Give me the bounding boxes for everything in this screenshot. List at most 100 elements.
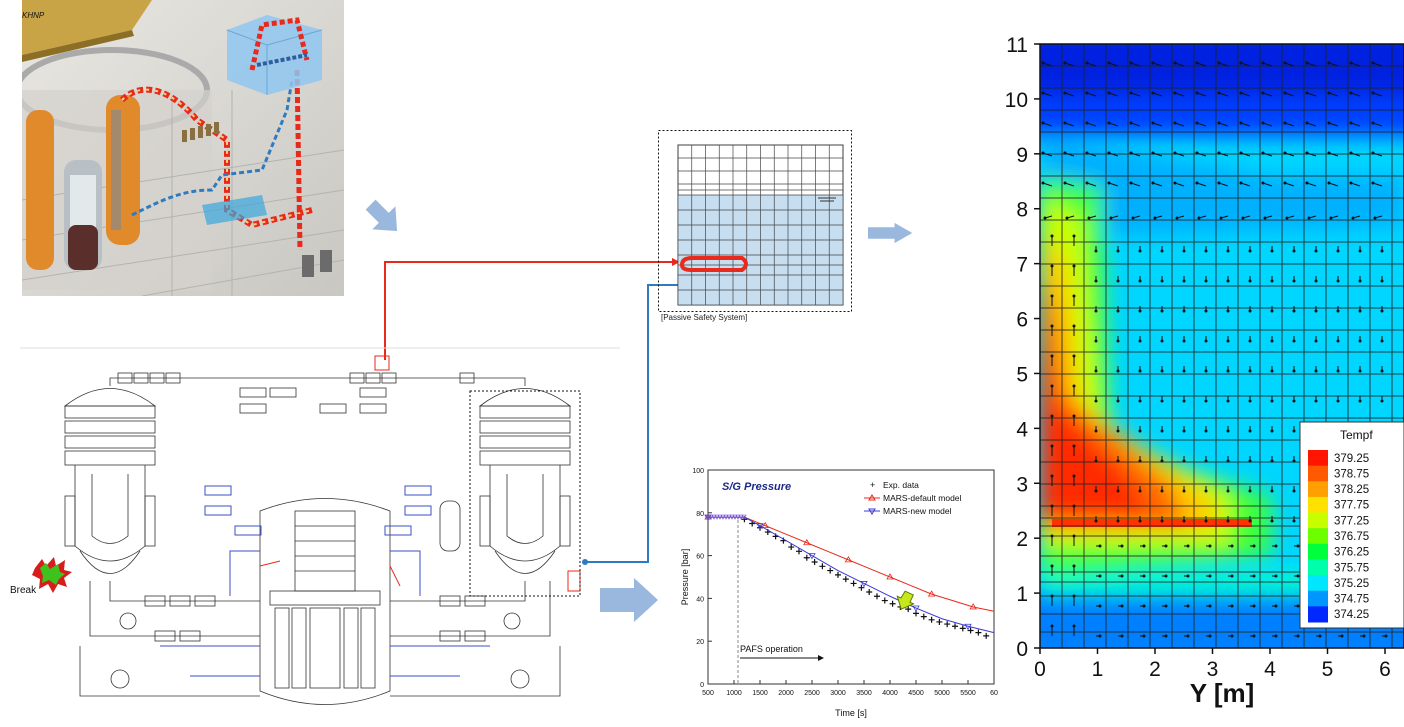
velocity-vector — [1196, 92, 1207, 97]
pafs-annotation: PAFS operation — [740, 644, 803, 654]
x-tick-label: 500 — [702, 690, 714, 697]
series-marker — [705, 514, 711, 520]
velocity-vector — [1372, 182, 1383, 187]
exp-data-point — [803, 554, 810, 561]
velocity-vector — [1240, 182, 1251, 187]
velocity-vector — [1196, 182, 1207, 187]
svg-text:+: + — [870, 480, 875, 490]
velocity-vector — [1306, 152, 1317, 157]
velocity-vector — [1372, 122, 1383, 127]
sg-pressure-chart: 500 1000 1500 2000 2500 3000 3500 4000 4500 5000 5… — [678, 462, 998, 722]
contour-x-tick: 5 — [1322, 658, 1334, 681]
series-marker — [803, 538, 811, 546]
exp-data-point — [819, 563, 826, 570]
velocity-vector — [1152, 152, 1163, 157]
arrow-down-right-icon — [365, 199, 398, 232]
exp-data-point — [928, 616, 935, 623]
x-axis-label: Time [s] — [835, 708, 867, 718]
velocity-vector — [1196, 152, 1207, 157]
arrow-right-icon — [600, 578, 658, 622]
contour-y-tick: 8 — [1016, 199, 1028, 222]
x-tick-label: 4000 — [882, 690, 898, 697]
exp-data-point — [959, 625, 966, 632]
exp-data-point — [967, 627, 974, 634]
exp-data-point — [975, 629, 982, 636]
contour-y-tick: 11 — [1006, 34, 1028, 57]
velocity-vector — [1284, 152, 1295, 157]
y-tick-label: 40 — [696, 596, 704, 603]
legend-swatch — [1308, 528, 1328, 545]
velocity-vector — [1064, 92, 1075, 97]
velocity-vector — [1306, 182, 1317, 187]
x-tick-label: 5000 — [934, 690, 950, 697]
velocity-vector — [1240, 92, 1251, 97]
series-marker — [729, 514, 735, 520]
velocity-vector — [1240, 122, 1251, 127]
x-tick-label: 2500 — [804, 690, 820, 697]
velocity-vector — [1064, 182, 1075, 187]
x-tick-label: 3000 — [830, 690, 846, 697]
velocity-vector — [1262, 122, 1273, 127]
exp-data-point — [905, 606, 912, 613]
velocity-vector — [1130, 122, 1141, 127]
contour-x-label: Y [m] — [1190, 678, 1255, 708]
series-marker — [969, 603, 977, 610]
velocity-vector — [1108, 182, 1119, 187]
series-marker — [711, 514, 717, 520]
velocity-vector — [1042, 122, 1053, 127]
velocity-vector — [1086, 92, 1097, 97]
velocity-vector — [1306, 92, 1317, 97]
velocity-vector — [1086, 182, 1097, 187]
velocity-vector — [1262, 182, 1273, 187]
velocity-vector — [1152, 62, 1163, 67]
legend-swatch — [1308, 481, 1328, 498]
velocity-vector — [1350, 182, 1361, 187]
legend-value: 376.75 — [1334, 531, 1369, 543]
velocity-vector — [1328, 92, 1339, 97]
legend-value: 374.25 — [1334, 609, 1369, 621]
velocity-vector — [1196, 62, 1207, 67]
velocity-vector — [1284, 92, 1295, 97]
contour-y-tick: 7 — [1016, 254, 1028, 277]
default-model-line — [708, 516, 995, 612]
series-marker — [912, 605, 920, 612]
velocity-vector — [1108, 62, 1119, 67]
exp-data-point — [952, 623, 958, 630]
legend-swatch — [1308, 559, 1328, 576]
x-tick-label: 1500 — [752, 690, 768, 697]
contour-x-tick: 0 — [1034, 658, 1046, 681]
velocity-vector — [1064, 152, 1075, 157]
series-marker — [708, 514, 714, 520]
contour-y-tick: 9 — [1016, 144, 1028, 167]
series-marker — [723, 514, 729, 520]
velocity-vector — [1152, 122, 1163, 127]
legend-swatch — [1308, 465, 1328, 482]
x-tick-label: 60 — [990, 690, 998, 697]
exp-data-point — [811, 559, 818, 566]
velocity-vector — [1372, 92, 1383, 97]
velocity-vector — [1152, 92, 1163, 97]
x-tick-label: 2000 — [778, 690, 794, 697]
chart-title: S/G Pressure — [722, 481, 791, 493]
velocity-vector — [1284, 62, 1295, 67]
exp-data-point — [944, 621, 951, 628]
legend-swatch — [1308, 512, 1328, 529]
legend-value: 375.75 — [1334, 562, 1369, 574]
series-marker — [860, 581, 868, 588]
exp-data-point — [874, 593, 880, 600]
exp-data-point — [788, 544, 795, 551]
velocity-vector — [1196, 122, 1207, 127]
contour-y-tick: 5 — [1016, 363, 1028, 386]
velocity-vector — [1240, 152, 1251, 157]
legend-swatch — [1308, 575, 1328, 592]
velocity-vector — [1130, 182, 1141, 187]
exp-data-point — [858, 584, 865, 591]
y-tick-label: 0 — [700, 682, 704, 689]
contour-x-tick: 2 — [1149, 658, 1161, 681]
velocity-vector — [1328, 152, 1339, 157]
exp-data-point — [881, 597, 888, 604]
legend-exp: Exp. data — [883, 480, 919, 490]
legend-value: 379.25 — [1334, 453, 1369, 465]
passive-safety-system — [658, 130, 852, 312]
